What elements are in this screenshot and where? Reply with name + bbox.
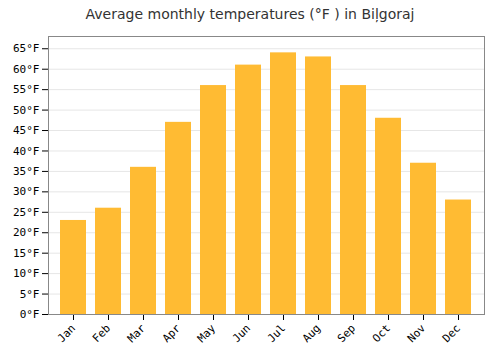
svg-text:40°F: 40°F [13, 144, 40, 157]
svg-text:25°F: 25°F [13, 206, 40, 219]
svg-text:0°F: 0°F [20, 308, 40, 321]
svg-text:5°F: 5°F [20, 288, 40, 301]
svg-text:May: May [195, 321, 219, 345]
svg-text:15°F: 15°F [13, 247, 40, 260]
svg-text:35°F: 35°F [13, 165, 40, 178]
svg-text:Jun: Jun [230, 322, 253, 345]
svg-text:60°F: 60°F [13, 63, 40, 76]
svg-text:45°F: 45°F [13, 124, 40, 137]
svg-text:Apr: Apr [160, 321, 184, 345]
html-text:Average monthly temperatures (: Average monthly temperatures (°F ) in Bi… [85, 6, 415, 22]
svg-text:Dec: Dec [440, 322, 463, 345]
svg-text:Jan: Jan [55, 322, 78, 345]
svg-text:50°F: 50°F [13, 104, 40, 117]
svg-text:30°F: 30°F [13, 185, 40, 198]
svg-text:Nov: Nov [405, 321, 429, 345]
svg-text:Aug: Aug [300, 322, 323, 345]
svg-text:Mar: Mar [125, 321, 149, 345]
svg-text:65°F: 65°F [13, 42, 40, 55]
svg-text:10°F: 10°F [13, 267, 40, 280]
svg-text:Jul: Jul [265, 322, 288, 345]
svg-text:Oct: Oct [370, 322, 393, 345]
svg-text:55°F: 55°F [13, 83, 40, 96]
svg-text:Sep: Sep [335, 322, 358, 345]
svg-text:Feb: Feb [90, 322, 113, 345]
svg-text:20°F: 20°F [13, 226, 40, 239]
